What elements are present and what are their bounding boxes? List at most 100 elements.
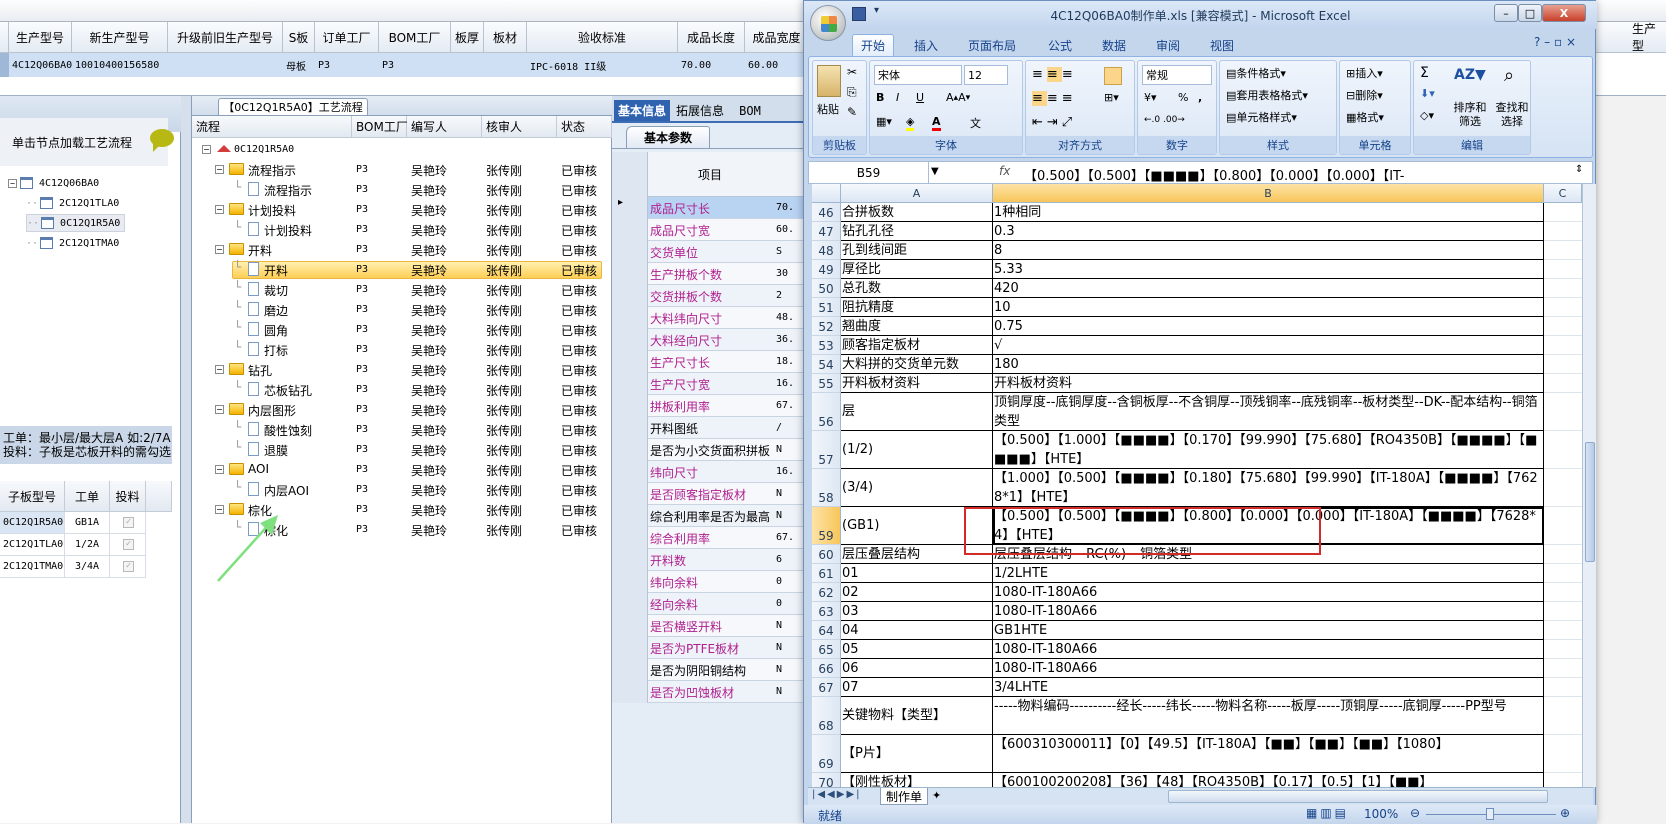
cell-c[interactable] [1544, 602, 1582, 621]
column-header-c[interactable]: C [1544, 184, 1582, 203]
flow-row[interactable]: └ 开料 P3 吴艳玲 张传刚 已审核 [192, 260, 612, 280]
cell-b[interactable]: 【0.500】【0.500】【■■■■】【0.800】【0.000】【0.000… [993, 507, 1544, 545]
cell-a[interactable]: 02 [841, 583, 993, 602]
tree-node[interactable]: − 4C12Q06BA0 [8, 174, 99, 192]
row-header[interactable]: 68 [812, 697, 841, 735]
property-value[interactable]: N [776, 510, 783, 521]
property-row[interactable]: 是否为阴阳铜结构 N [612, 659, 812, 681]
grid-header-cell[interactable]: 订单工厂 [315, 22, 379, 53]
flow-row[interactable]: └ 流程指示 P3 吴艳玲 张传刚 已审核 [192, 180, 612, 200]
flow-row[interactable]: └ 计划投料 P3 吴艳玲 张传刚 已审核 [192, 220, 612, 240]
row-header[interactable]: 61 [812, 564, 841, 583]
row-indicator[interactable] [0, 53, 9, 77]
property-row[interactable]: ▸ 成品尺寸长 70. [612, 197, 812, 219]
property-value[interactable]: N [776, 664, 783, 675]
property-row[interactable]: 生产拼板个数 30 [612, 263, 812, 285]
cell-a[interactable]: 【刚性板材】 [841, 773, 993, 787]
cell-c[interactable] [1544, 564, 1582, 583]
tree-node[interactable]: ·· 0C12Q1R5A0 [26, 214, 126, 232]
horizontal-align-icons[interactable]: ≡ ≡≡ [1032, 91, 1077, 106]
collapse-icon[interactable]: − [215, 205, 224, 214]
cell-b[interactable]: 1080-IT-180A66 [993, 659, 1544, 678]
cell-a[interactable]: 顾客指定板材 [841, 336, 993, 355]
fill-color-icon[interactable]: ◈ [906, 115, 915, 131]
property-value[interactable]: 60. [776, 224, 795, 235]
row-indicator[interactable] [612, 417, 648, 439]
row-indicator[interactable]: ▸ [612, 197, 648, 219]
cell-c[interactable] [1544, 374, 1582, 393]
qat-dropdown-icon[interactable]: ▾ [874, 5, 880, 16]
row-indicator[interactable] [612, 461, 648, 483]
minimize-button[interactable]: – [1494, 4, 1518, 22]
row-header[interactable]: 60 [812, 545, 841, 564]
grid-cell[interactable] [168, 53, 283, 77]
column-header[interactable]: 流程 [192, 116, 352, 138]
grid-header-cell[interactable]: 生产型 [1596, 22, 1666, 53]
format-painter-icon[interactable]: ✎ [847, 105, 858, 119]
cell-c[interactable] [1544, 279, 1582, 298]
grid-cell[interactable]: 4C12Q06BA0 [9, 53, 72, 77]
flow-row[interactable]: └ 退膜 P3 吴艳玲 张传刚 已审核 [192, 440, 612, 460]
zoom-in-button[interactable]: ⊕ [1560, 806, 1571, 820]
row-header[interactable]: 51 [812, 298, 841, 317]
cell-b[interactable]: 开料板材资料 [993, 374, 1544, 393]
property-value[interactable]: 18. [776, 356, 795, 367]
copy-icon[interactable]: ⎘ [847, 85, 857, 99]
flow-row[interactable]: └ 圆角 P3 吴艳玲 张传刚 已审核 [192, 320, 612, 340]
binoculars-icon[interactable]: ⌕ [1504, 65, 1515, 86]
row-header[interactable]: 59 [812, 507, 841, 545]
ribbon-tab[interactable]: 数据 [1102, 38, 1127, 53]
tab-process-flow[interactable]: 【0C12Q1R5A0】工艺流程 [218, 98, 368, 115]
row-header[interactable]: 50 [812, 279, 841, 298]
close-button[interactable]: X [1542, 4, 1586, 22]
grid-cell[interactable]: P3 [315, 53, 379, 77]
flow-row[interactable]: − 棕化 P3 吴艳玲 张传刚 已审核 [192, 500, 612, 520]
cell-b[interactable]: 180 [993, 355, 1544, 374]
indent-icons[interactable]: ⇤⇥⤢ [1032, 115, 1077, 130]
grid-header-cell[interactable]: 验收标准 [527, 22, 678, 53]
decimal-icons[interactable]: ←.0 .00→ [1144, 115, 1185, 125]
cell-b[interactable]: √ [993, 336, 1544, 355]
flow-row[interactable]: − 流程指示 P3 吴艳玲 张传刚 已审核 [192, 160, 612, 180]
conditional-format-button[interactable]: ▤ 条件格式 ▾ [1226, 66, 1286, 81]
property-row[interactable]: 大料经向尺寸 36. [612, 329, 812, 351]
tree-node[interactable]: ·· 2C12Q1TLA0 [26, 194, 119, 212]
worksheet-grid[interactable]: A B C 46 合拼板数 1种相同 47 钻孔孔径 0.3 48 孔到线间距 8 49 厚径比 5.… [812, 184, 1582, 787]
property-value[interactable]: S [776, 246, 783, 257]
sheet-tab-active[interactable]: 制作单 [880, 788, 928, 805]
cell-b[interactable]: 0.3 [993, 222, 1544, 241]
cell-styles-button[interactable]: ▤ 单元格样式 ▾ [1226, 110, 1297, 125]
cell-a[interactable]: 合拼板数 [841, 203, 993, 222]
grid-cell[interactable]: 10010400156580 [72, 53, 168, 77]
tree-root[interactable]: − 0C12Q1R5A0 [192, 140, 612, 160]
property-value[interactable]: 67. [776, 400, 795, 411]
table-header[interactable]: 投料 [110, 481, 146, 512]
cell-c[interactable] [1544, 507, 1582, 545]
property-row[interactable]: 是否为PTFE板材 N [612, 637, 812, 659]
grid-header-cell[interactable]: 生产型号 [9, 22, 72, 53]
insert-sheet-icon[interactable]: ✦ [932, 789, 942, 802]
font-size-select[interactable]: 12 [964, 65, 1008, 85]
cell-b[interactable]: GB1HTE [993, 621, 1544, 640]
grid-cell[interactable]: P3 [379, 53, 451, 77]
grid-header-cell[interactable]: 板材 [484, 22, 527, 53]
property-value[interactable]: 2 [776, 290, 783, 301]
property-value[interactable]: N [776, 488, 783, 499]
cell-a[interactable]: (3/4) [841, 469, 993, 507]
flow-row[interactable]: − 开料 P3 吴艳玲 张传刚 已审核 [192, 240, 612, 260]
row-indicator[interactable] [612, 483, 648, 505]
row-indicator[interactable] [612, 549, 648, 571]
collapse-icon[interactable]: − [215, 505, 224, 514]
percent-button[interactable]: % [1178, 91, 1189, 104]
cell-a[interactable]: 开料板材资料 [841, 374, 993, 393]
grid-header-cell[interactable]: 成品长度 [678, 22, 745, 53]
collapse-icon[interactable]: − [8, 178, 17, 188]
grid-cell[interactable] [451, 53, 484, 77]
ribbon-tab[interactable]: 审阅 [1156, 38, 1181, 53]
tab-bom[interactable]: BOM [739, 103, 761, 118]
ribbon-tab[interactable]: 视图 [1210, 38, 1235, 53]
name-box[interactable]: B59 [809, 162, 929, 183]
cell-c[interactable] [1544, 393, 1582, 431]
cell-c[interactable] [1544, 469, 1582, 507]
property-value[interactable]: / [776, 422, 783, 433]
